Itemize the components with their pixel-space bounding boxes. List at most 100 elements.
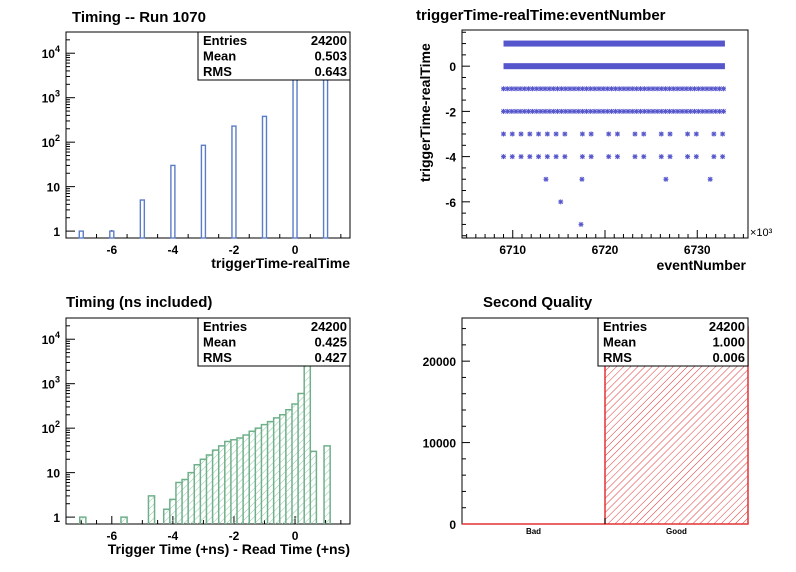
- stats-value: 0.503: [314, 49, 347, 64]
- scatter-point: [671, 86, 677, 92]
- scatter-point: [708, 108, 714, 114]
- scatter-band: [503, 40, 725, 47]
- scatter-point: [505, 108, 511, 114]
- scatter-point: [621, 108, 627, 114]
- stats-box: [597, 317, 749, 367]
- scatter-point: [571, 86, 577, 92]
- scatter-point: [509, 154, 515, 160]
- scatter-point: [693, 154, 699, 160]
- scatter-point: [509, 86, 515, 92]
- scatter-point: [704, 108, 710, 114]
- scatter-point: [629, 86, 635, 92]
- scatter-point: [658, 154, 664, 160]
- scatter-point: [632, 154, 638, 160]
- scatter-point: [658, 86, 664, 92]
- stats-value: 24200: [311, 319, 347, 334]
- stats-label: RMS: [203, 350, 232, 365]
- scatter-point: [592, 108, 598, 114]
- scatter-point: [685, 154, 691, 160]
- scatter-point: [621, 86, 627, 92]
- x-tick-label: -2: [229, 243, 240, 257]
- scatter-point: [562, 131, 568, 137]
- scatter-point: [584, 86, 590, 92]
- scatter-point: [614, 131, 620, 137]
- scatter-point: [614, 154, 620, 160]
- scatter-point: [650, 108, 656, 114]
- scatter-point: [720, 131, 726, 137]
- scatter-point: [632, 131, 638, 137]
- scatter-point: [700, 86, 706, 92]
- scatter-point: [544, 154, 550, 160]
- scatter-point: [505, 86, 511, 92]
- scatter-point: [693, 131, 699, 137]
- scatter-point: [606, 154, 612, 160]
- histogram-bar: [231, 125, 237, 239]
- y-tick-label: 10: [47, 181, 61, 195]
- stats-value: 1.000: [712, 335, 745, 350]
- stats-label: Mean: [203, 335, 236, 350]
- scatter-point: [588, 108, 594, 114]
- scatter-point: [671, 108, 677, 114]
- scatter-point: [588, 154, 594, 160]
- scatter-point: [567, 86, 573, 92]
- scatter-point: [534, 86, 540, 92]
- scatter-point: [578, 221, 584, 227]
- scatter-point: [550, 86, 556, 92]
- scatter-point: [579, 176, 585, 182]
- scatter-point: [538, 86, 544, 92]
- scatter-point: [563, 108, 569, 114]
- category-label: Good: [666, 527, 687, 536]
- panel2-xlabel: eventNumber: [657, 257, 747, 273]
- scatter-point: [711, 154, 717, 160]
- scatter-point: [513, 86, 519, 92]
- scatter-point: [527, 131, 533, 137]
- scatter-point: [721, 108, 727, 114]
- scatter-point: [501, 108, 507, 114]
- y-tick-label: 103: [42, 375, 60, 392]
- scatter-point: [579, 154, 585, 160]
- scatter-point: [712, 86, 718, 92]
- scatter-point: [575, 108, 581, 114]
- x-tick-label: -4: [168, 243, 179, 257]
- scatter-point: [527, 154, 533, 160]
- panel-timing-ns: Timing (ns included) 1 10 102 103 104 -6 -4 -2 0…: [42, 294, 351, 557]
- scatter-point: [600, 86, 606, 92]
- scatter-point: [646, 86, 652, 92]
- scatter-point: [696, 108, 702, 114]
- scatter-point: [707, 176, 713, 182]
- panel4-plot: 0 10000 20000 Bad Good Entries 24200 Mean 1.000 R…: [423, 317, 749, 536]
- scatter-point: [687, 86, 693, 92]
- histogram-bar: [78, 230, 84, 239]
- x-tick-label: -6: [106, 243, 117, 257]
- histogram-bar: [261, 115, 268, 239]
- panel2-x-multiplier: ×10³: [750, 227, 773, 239]
- scatter-point: [613, 108, 619, 114]
- scatter-point: [641, 131, 647, 137]
- scatter-point: [667, 108, 673, 114]
- stats-label: Entries: [603, 319, 647, 334]
- histogram-bar: [109, 230, 115, 239]
- scatter-point: [546, 108, 552, 114]
- scatter-point: [696, 86, 702, 92]
- scatter-point: [546, 86, 552, 92]
- scatter-point: [588, 86, 594, 92]
- scatter-point: [550, 108, 556, 114]
- scatter-point: [667, 154, 673, 160]
- scatter-point: [554, 108, 560, 114]
- scatter-point: [509, 108, 515, 114]
- x-tick-label: 6710: [499, 243, 526, 257]
- x-tick-label: -2: [229, 529, 240, 543]
- y-tick-label: 102: [42, 419, 60, 436]
- scatter-point: [567, 108, 573, 114]
- histogram-bar: [139, 199, 146, 239]
- scatter-point: [604, 108, 610, 114]
- stats-value: 24200: [709, 319, 745, 334]
- scatter-point: [563, 86, 569, 92]
- scatter-point: [518, 154, 524, 160]
- panel-timing-run: Timing -- Run 1070 1 10 102 103 104 -6 -4 -2 0 En…: [42, 9, 351, 271]
- scatter-point: [658, 108, 664, 114]
- scatter-point: [513, 108, 519, 114]
- x-tick-label: 0: [292, 243, 299, 257]
- panel2-title: triggerTime-realTime:eventNumber: [416, 7, 666, 24]
- histogram-bar: [170, 164, 176, 239]
